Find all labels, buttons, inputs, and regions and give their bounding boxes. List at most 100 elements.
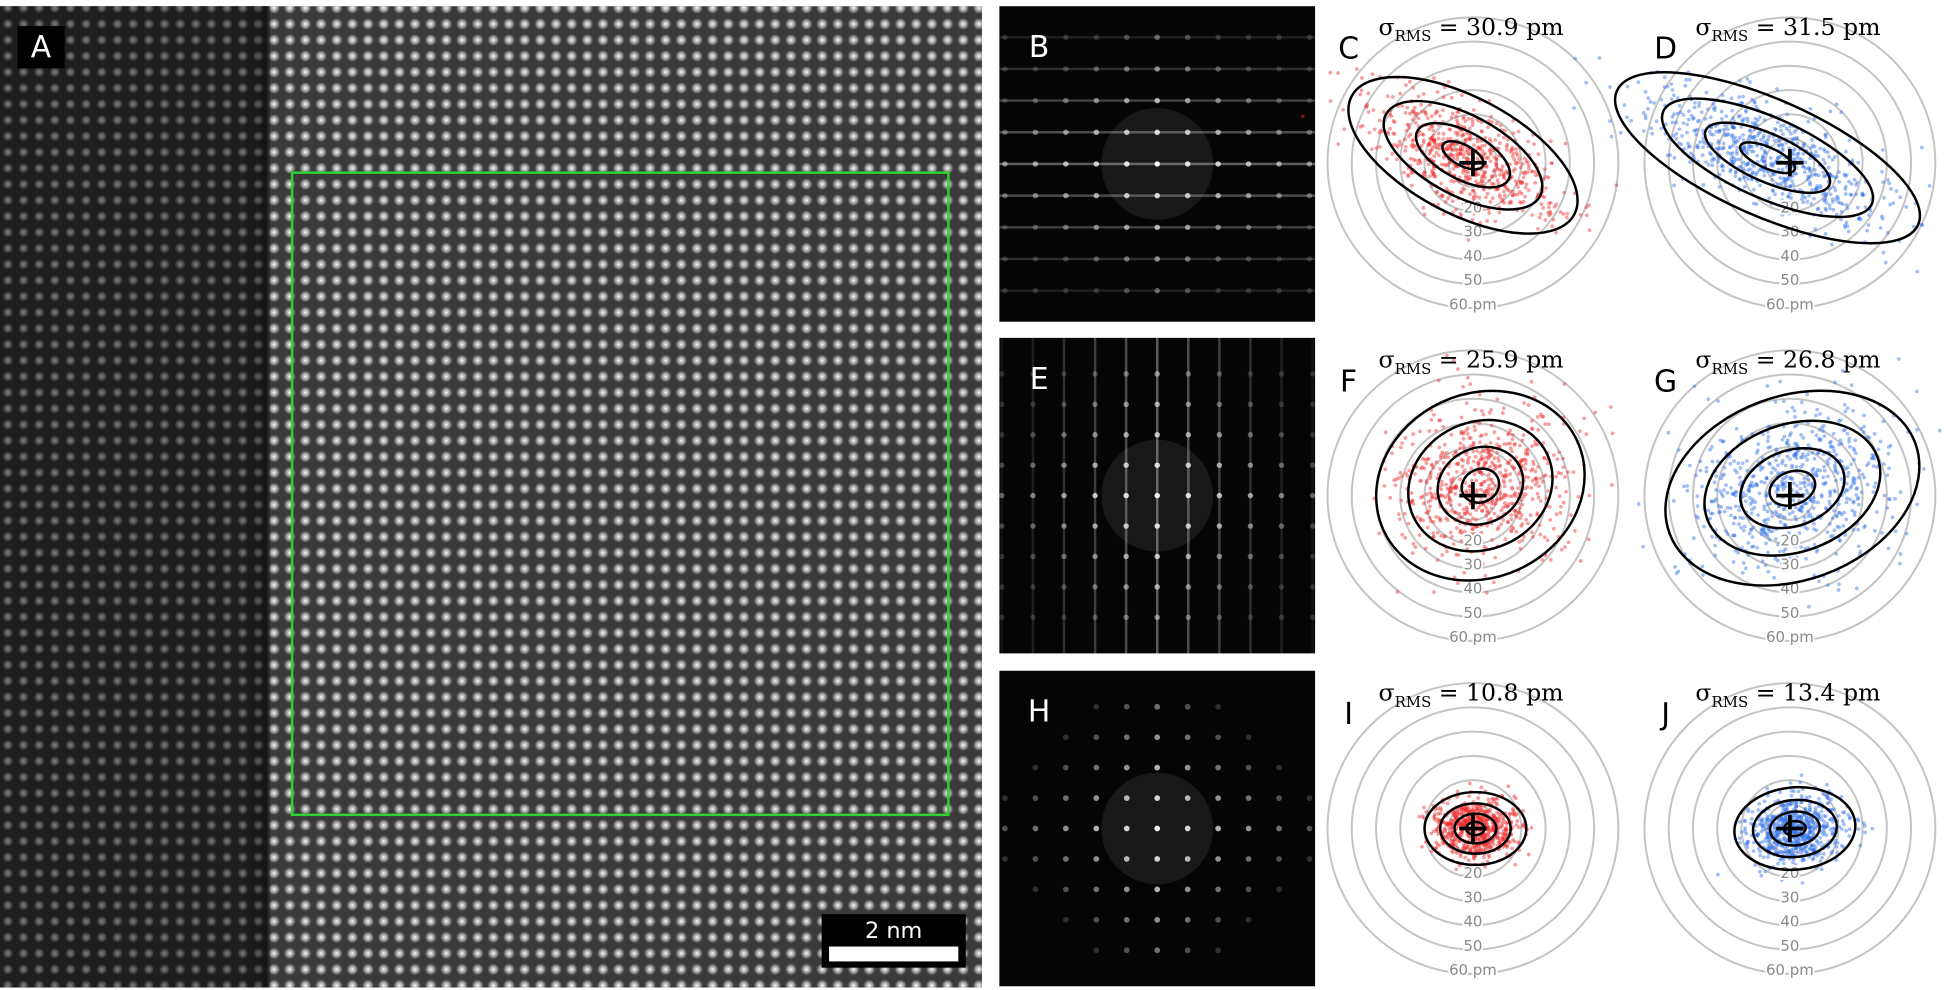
point [1499,823,1504,828]
point [1464,169,1469,174]
point [1495,450,1499,455]
point [1381,110,1386,114]
selection-box [290,171,950,817]
point [1526,403,1531,407]
point [1731,116,1735,121]
point [1778,176,1783,180]
fft-spot [1154,129,1160,136]
lattice-region [0,6,268,988]
point [1336,71,1340,75]
fft-spot [1309,371,1316,377]
point [1795,448,1800,453]
point [1462,570,1467,575]
point [1483,143,1487,148]
point [1700,153,1705,158]
point [1461,436,1466,441]
point [1419,495,1423,500]
point [1747,485,1752,490]
point [1805,458,1810,462]
point [1739,124,1744,129]
fft-spot [1032,34,1039,40]
fft-spot [1123,523,1129,529]
point [1525,160,1530,165]
point [1464,149,1469,154]
point [1740,571,1745,575]
point [1447,160,1452,165]
point [1819,425,1824,430]
point [1358,92,1363,97]
point [1815,407,1819,412]
point [1775,833,1780,837]
point [1766,843,1771,848]
point [1526,139,1530,144]
point [1390,95,1395,99]
point [1459,152,1463,157]
point [1425,525,1430,530]
fft-spot [1276,34,1282,40]
point [1669,82,1674,86]
point [1698,140,1702,144]
point [1405,105,1410,110]
point [1558,511,1563,515]
fft-spot [1215,224,1221,231]
point [1518,443,1522,448]
point [1442,534,1447,538]
point [1830,199,1835,204]
point [1521,175,1526,180]
ring [1399,89,1547,237]
point [1871,490,1876,495]
point [1811,821,1816,826]
point [1549,161,1554,166]
point [1408,79,1412,84]
point [1779,181,1783,186]
point [1524,182,1529,187]
point [1741,160,1746,165]
ring [1326,682,1620,975]
point [1767,196,1772,201]
point [1752,122,1757,126]
point [1476,145,1481,150]
point [1791,556,1795,561]
point [1817,436,1822,441]
point [1437,418,1441,423]
point [1422,170,1427,175]
point [1479,483,1484,488]
point [1478,440,1482,445]
point [1769,844,1774,849]
point [1765,384,1770,388]
point [1741,94,1745,99]
point [1530,169,1535,174]
point [1494,162,1499,167]
point [1446,823,1450,828]
point [1490,797,1495,801]
point [1489,506,1494,511]
point [1465,511,1470,515]
point [1812,843,1816,848]
point [1529,530,1534,535]
point [1471,108,1476,112]
point [1834,513,1839,518]
point [1495,497,1499,502]
point [1685,488,1690,493]
point [1812,116,1817,121]
point [1747,489,1752,494]
point [1531,459,1535,464]
fft-spot [1216,553,1223,560]
point [1478,146,1483,151]
point [1522,401,1526,405]
point [1484,820,1489,825]
point [1821,828,1826,832]
point [1492,502,1496,506]
point [1920,145,1924,150]
point [1470,123,1475,127]
point [1430,495,1435,499]
point [1466,542,1470,547]
point [1374,146,1379,150]
point [1441,132,1446,136]
point [1397,476,1401,480]
point [1800,881,1805,885]
point [1734,157,1739,162]
point [1832,841,1837,846]
point [1810,483,1815,487]
fft-spot [1278,462,1285,468]
